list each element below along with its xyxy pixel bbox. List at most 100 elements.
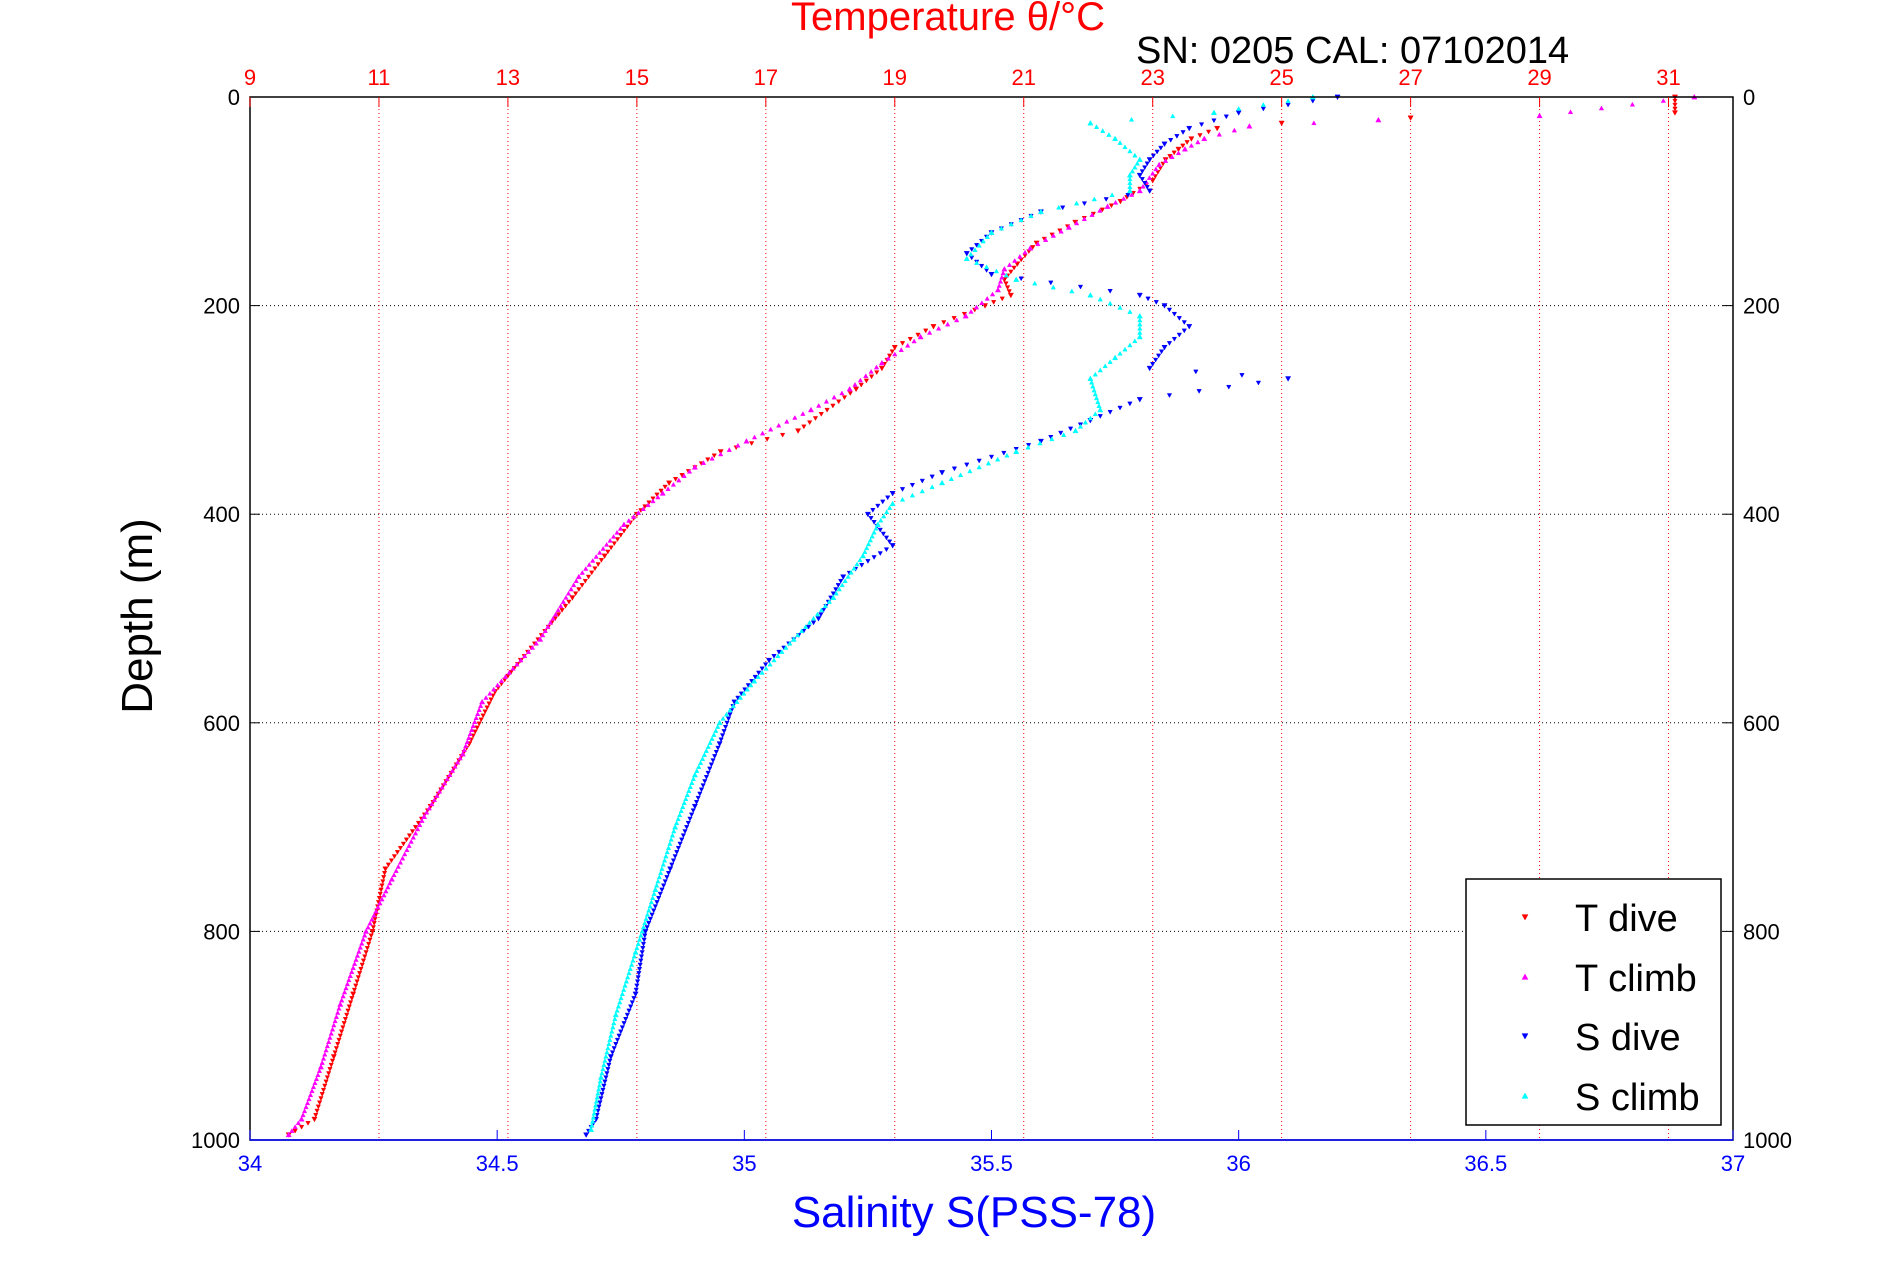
data-point: [691, 464, 698, 470]
data-point: [839, 582, 845, 588]
data-point: [329, 1026, 336, 1032]
data-point: [976, 242, 982, 248]
data-point: [715, 724, 721, 729]
data-point: [1166, 393, 1173, 399]
data-point: [323, 1079, 329, 1085]
data-point: [478, 703, 484, 708]
data-point: [884, 509, 890, 515]
data-point: [360, 958, 367, 964]
data-point: [1007, 292, 1014, 299]
data-point: [486, 701, 492, 707]
data-point: [1096, 403, 1102, 408]
data-point: [976, 464, 982, 470]
data-point: [1025, 443, 1032, 448]
data-point: [603, 541, 610, 547]
data-point: [328, 1062, 334, 1068]
data-point: [642, 933, 648, 939]
data-point: [370, 925, 376, 930]
data-point: [626, 1008, 632, 1014]
data-point: [999, 274, 1005, 280]
data-point: [356, 971, 363, 976]
data-point: [969, 247, 975, 252]
data-point: [1186, 125, 1193, 132]
data-point: [751, 434, 758, 440]
data-point: [431, 797, 438, 802]
data-point: [677, 841, 683, 847]
data-point: [1056, 204, 1062, 210]
temperature-tick-label: 23: [1140, 65, 1164, 90]
data-point: [406, 843, 412, 848]
data-point: [1127, 309, 1133, 314]
data-point: [662, 484, 668, 490]
data-point: [1122, 346, 1128, 352]
data-point: [654, 882, 660, 888]
data-point: [1672, 102, 1678, 108]
data-point: [1175, 146, 1182, 153]
data-point: [857, 557, 863, 563]
data-point: [408, 838, 414, 844]
data-point: [327, 1035, 333, 1040]
data-point: [889, 491, 896, 497]
data-point: [1375, 116, 1382, 123]
data-point: [1168, 138, 1174, 143]
data-point: [619, 991, 626, 996]
data-point: [618, 1029, 624, 1035]
data-point: [1260, 106, 1267, 112]
data-point: [1103, 197, 1109, 202]
data-point: [1132, 338, 1138, 344]
data-point: [461, 747, 467, 753]
data-point: [1049, 436, 1055, 442]
data-point: [1166, 307, 1173, 313]
data-point: [1102, 363, 1108, 369]
data-point: [686, 468, 693, 474]
data-point: [1142, 181, 1148, 186]
data-point: [1180, 143, 1186, 149]
data-point: [759, 670, 765, 675]
data-point: [1093, 124, 1100, 129]
data-point: [1028, 213, 1034, 218]
data-point: [842, 578, 848, 583]
data-point: [494, 682, 501, 688]
data-point: [379, 883, 385, 889]
data-point: [609, 1028, 615, 1034]
legend-box: [1465, 878, 1722, 1126]
data-point: [367, 920, 373, 926]
data-point: [672, 476, 679, 482]
data-point: [688, 812, 695, 818]
data-point: [285, 1131, 292, 1138]
data-point: [388, 876, 395, 882]
data-point: [373, 908, 379, 914]
data-point: [1175, 150, 1182, 156]
data-point: [644, 925, 650, 930]
legend-marker: [1521, 1092, 1529, 1099]
data-point: [1001, 450, 1007, 456]
data-point: [1100, 128, 1106, 133]
data-point: [1003, 272, 1009, 278]
data-point: [743, 438, 750, 444]
data-point: [1043, 237, 1049, 242]
data-point: [984, 295, 990, 301]
data-point: [1196, 389, 1202, 394]
data-point: [518, 657, 524, 663]
data-point: [865, 559, 871, 564]
data-point: [1097, 406, 1104, 413]
data-point: [292, 1124, 298, 1129]
data-point: [426, 805, 432, 811]
salinity-tick-label: 34: [238, 1151, 262, 1176]
salinity-tick-label: 35.5: [970, 1151, 1013, 1176]
data-point: [502, 674, 508, 679]
data-point: [1069, 288, 1075, 294]
data-point: [632, 991, 639, 998]
data-point: [417, 822, 423, 828]
data-point: [670, 481, 677, 487]
depth-tick-label-left: 400: [203, 502, 240, 527]
data-point: [803, 624, 809, 629]
data-point: [337, 1033, 343, 1039]
data-point: [487, 690, 493, 696]
data-point: [631, 514, 637, 519]
data-point: [1017, 253, 1023, 259]
data-point: [631, 996, 637, 1001]
data-point: [859, 563, 865, 568]
data-point: [356, 948, 362, 954]
data-point: [309, 1088, 315, 1094]
